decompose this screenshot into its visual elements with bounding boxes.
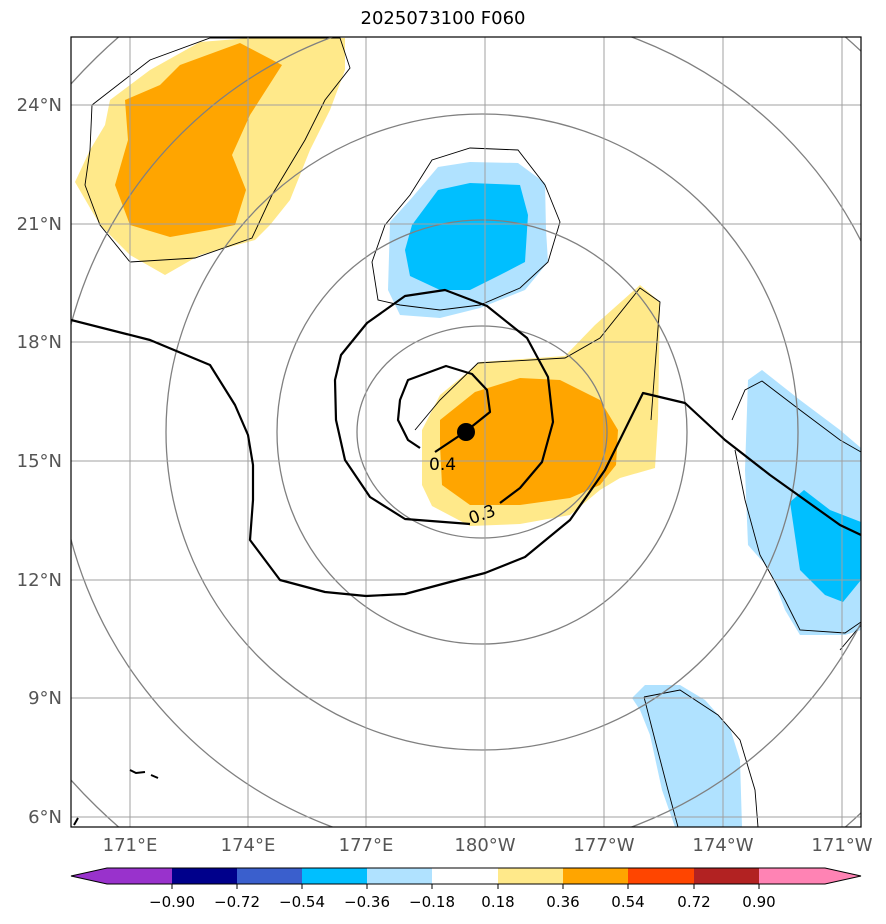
colorbar-tick-label-2: −0.72 [214, 893, 260, 911]
lon-labels: 171°E 174°E 177°E 180°W 177°W 174°W 171°… [103, 835, 873, 856]
shaded-fields [75, 38, 861, 827]
coastline-fragments [73, 769, 159, 826]
shade-orange-nw [115, 43, 282, 237]
colorbar-segment-7 [563, 868, 628, 884]
colorbar-segment-2 [237, 868, 302, 884]
colorbar-segment-5 [432, 868, 498, 884]
island-fragment-2 [150, 774, 159, 779]
lon-label-180w: 180°W [454, 835, 515, 856]
colorbar-segment-1 [172, 868, 237, 884]
lat-label-24n: 24°N [17, 95, 62, 116]
colorbar-tick-label-6: 0.18 [481, 893, 514, 911]
thin-contour-center [414, 287, 661, 431]
shade-blue-north [405, 183, 528, 290]
thin-contour-east [731, 380, 861, 634]
lon-label-177e: 177°E [339, 835, 394, 856]
shade-light-blue-south [632, 685, 742, 827]
colorbar-segment-above [759, 868, 861, 884]
lon-label-174w: 174°W [692, 835, 753, 856]
colorbar-segment-8 [628, 868, 694, 884]
thin-contour-north [371, 147, 561, 311]
lon-label-177w: 177°W [573, 835, 634, 856]
lon-label-171e: 171°E [103, 835, 158, 856]
range-ring-2 [276, 219, 688, 645]
bold-contours [71, 288, 861, 598]
plot-frame [70, 36, 862, 828]
colorbar: −0.90 −0.72 −0.54 −0.36 −0.18 0.18 0.36 … [70, 867, 862, 911]
island-fragment-3 [73, 817, 79, 826]
bold-contour-0-3 [333, 288, 555, 526]
colorbar-tick-label-8: 0.54 [611, 893, 644, 911]
lat-label-18n: 18°N [17, 332, 62, 353]
lon-label-171w: 171°W [811, 835, 872, 856]
lat-label-6n: 6°N [28, 807, 62, 828]
colorbar-tick-label-7: 0.36 [546, 893, 579, 911]
colorbar-segment-below [71, 868, 172, 884]
lat-label-21n: 21°N [17, 214, 62, 235]
lon-label-174e: 174°E [221, 835, 276, 856]
colorbar-ticks [171, 884, 760, 889]
colorbar-outline [70, 867, 862, 885]
range-ring-1 [356, 325, 608, 539]
shade-blue-east [790, 490, 861, 602]
bold-contour-0-4 [396, 364, 492, 453]
bold-contour-wide [71, 318, 861, 598]
colorbar-tick-label-10: 0.90 [742, 893, 775, 911]
colorbar-segment-6 [498, 868, 563, 884]
lat-labels: 24°N 21°N 18°N 15°N 12°N 9°N 6°N [17, 95, 62, 828]
range-ring-3 [165, 113, 799, 751]
lat-label-15n: 15°N [17, 451, 62, 472]
colorbar-segment-9 [694, 868, 759, 884]
colorbar-segment-4 [367, 868, 432, 884]
island-fragment-1 [129, 769, 146, 775]
map-title: 2025073100 F060 [360, 8, 526, 29]
colorbar-tick-label-1: −0.90 [149, 893, 195, 911]
colorbar-tick-label-5: −0.18 [409, 893, 455, 911]
storm-center-marker [457, 423, 475, 441]
colorbar-tick-label-3: −0.54 [279, 893, 325, 911]
colorbar-segment-3 [302, 868, 367, 884]
colorbar-tick-label-9: 0.72 [677, 893, 710, 911]
lat-label-12n: 12°N [17, 570, 62, 591]
graticule [71, 37, 861, 827]
colorbar-tick-label-4: −0.36 [344, 893, 390, 911]
contour-label-0-4: 0.4 [429, 455, 456, 475]
lat-label-9n: 9°N [28, 688, 62, 709]
